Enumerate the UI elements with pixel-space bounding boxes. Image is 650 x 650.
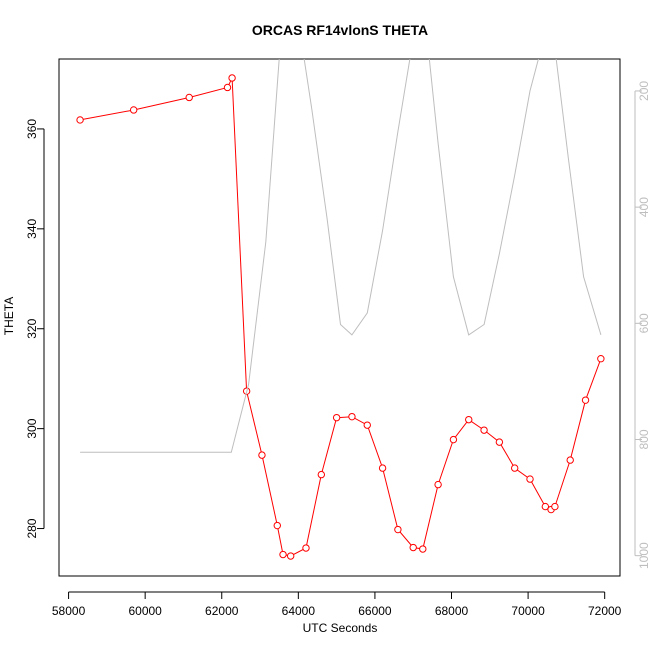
chart-title: ORCAS RF14vlonS THETA <box>252 22 428 38</box>
theta-data-point <box>409 543 417 552</box>
y-axis-label: THETA <box>2 297 16 335</box>
x-tick-label: 58000 <box>52 604 86 618</box>
theta-data-point <box>526 475 534 483</box>
y-tick-label: 320 <box>25 318 39 338</box>
x-axis-label: UTC Seconds <box>303 621 378 635</box>
theta-data-point <box>551 502 559 511</box>
y2-tick-label: 1000 <box>637 542 650 569</box>
theta-data-point <box>302 544 310 552</box>
theta-data-point <box>286 552 295 560</box>
theta-data-point <box>363 421 371 429</box>
y2-tick-label: 200 <box>637 81 650 101</box>
y-tick-label: 340 <box>25 219 39 239</box>
theta-series-line <box>80 77 602 557</box>
theta-data-point <box>378 464 387 472</box>
theta-data-point <box>273 521 281 530</box>
theta-data-point <box>480 426 488 434</box>
theta-data-point <box>348 412 356 421</box>
theta-data-point <box>449 435 458 444</box>
theta-data-point <box>419 545 427 553</box>
theta-data-point <box>465 415 473 424</box>
theta-data-point <box>317 470 326 479</box>
x-tick-label: 68000 <box>435 604 469 618</box>
theta-data-point <box>581 396 590 404</box>
theta-data-point <box>279 550 287 559</box>
x-tick-label: 66000 <box>358 604 392 618</box>
theta-data-point <box>566 456 574 464</box>
theta-data-point <box>394 525 402 534</box>
theta-data-point <box>76 116 84 124</box>
y-tick-label: 360 <box>25 119 39 139</box>
x-tick-label: 64000 <box>282 604 316 618</box>
plot-frame <box>58 58 621 577</box>
y-tick-label: 300 <box>25 418 39 438</box>
theta-data-point <box>541 502 550 511</box>
x-tick-label: 72000 <box>588 604 622 618</box>
theta-data-point <box>185 93 193 102</box>
theta-data-point <box>223 83 232 92</box>
theta-data-point <box>495 438 504 446</box>
y2-tick-label: 800 <box>637 429 650 449</box>
theta-data-point <box>510 464 519 472</box>
x-tick-label: 70000 <box>511 604 545 618</box>
pressure-series-line <box>80 59 602 453</box>
y-tick-label: 280 <box>25 518 39 538</box>
chart-marks: 58000 60000 62000 64000 66000 68000 70000 72000… <box>25 59 650 618</box>
theta-data-point <box>597 355 605 363</box>
y2-tick-label: 400 <box>637 197 650 217</box>
x-tick-label: 62000 <box>205 604 239 618</box>
x-tick-label: 60000 <box>128 604 162 618</box>
theta-data-point <box>434 480 442 489</box>
theta-data-point <box>228 74 236 82</box>
y2-tick-label: 600 <box>637 313 650 333</box>
theta-data-point <box>129 106 138 114</box>
theta-data-point <box>258 451 266 459</box>
theta-data-point <box>332 413 341 422</box>
